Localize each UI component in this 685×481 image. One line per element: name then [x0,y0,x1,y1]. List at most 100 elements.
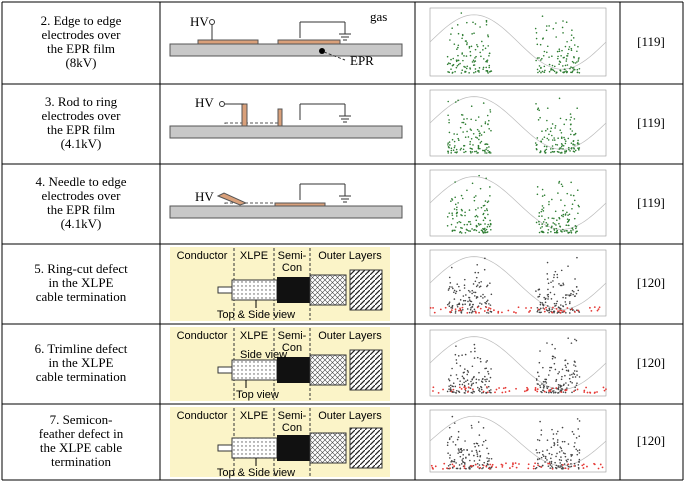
plot-dot [432,467,434,469]
plot-dot [461,232,463,234]
plot-dot [563,214,565,216]
label: Top & Side view [217,467,295,479]
plot-dot [455,293,457,295]
plot-dot [449,144,451,146]
plot-dot [461,69,463,71]
plot-dot [574,295,576,297]
plot-dot [447,444,449,446]
plot-dot [551,298,553,300]
plot-dot [471,105,473,107]
plot-dot [557,441,559,443]
plot-dot [475,68,477,70]
plot-dot [556,433,558,435]
plot-dot [463,149,465,151]
plot-dot [545,298,547,300]
plot-dot [473,133,475,135]
plot-dot [462,60,464,62]
plot-dot [555,392,557,394]
plot-dot [546,459,548,461]
plot-dot [562,427,564,429]
plot-dot [552,286,554,288]
plot-dot [477,70,479,72]
plot-dot [544,308,546,310]
plot-dot [583,390,585,392]
plot-dot [565,213,567,215]
plot-dot [562,464,564,466]
plot-dot [568,384,570,386]
plot-dot [565,143,567,145]
plot-dot [484,376,486,378]
plot-dot [479,148,481,150]
plot-dot [466,118,468,120]
plot-dot [452,461,454,463]
plot-dot [489,282,491,284]
plot-dot [573,364,575,366]
plot-dot [554,303,556,305]
plot-dot [555,224,557,226]
plot-dot [440,308,442,310]
plot-dot [462,131,464,133]
plot-dot [569,303,571,305]
plot-dot [540,311,542,313]
plot-dot [548,56,550,58]
plot-dot [481,41,483,43]
plot-dot [557,444,559,446]
semicon [277,435,310,461]
plot-dot [574,151,576,153]
plot-dot [447,101,449,103]
plot-dot [490,392,492,394]
plot-dot [483,232,485,234]
plot-dot [488,128,490,130]
plot-dot [571,49,573,51]
plot-dot [564,230,566,232]
plot-dot [587,392,589,394]
plot-dot [554,223,556,225]
plot-dot [490,377,492,379]
plot-dot [472,392,474,394]
plot-dot [570,463,572,465]
plot-dot [575,448,577,450]
plot-dot [559,50,561,52]
plot-dot [569,68,571,70]
plot-dot [540,387,542,389]
plot-dot [553,137,555,139]
plot-dot [560,448,562,450]
plot-dot [563,383,565,385]
plot-dot [467,301,469,303]
plot-dot [590,310,592,312]
plot-dot [561,152,563,154]
plot-dot [583,463,585,465]
plot-dot [543,455,545,457]
plot-dot [478,130,480,132]
plot-dot [574,442,576,444]
plot-dot [543,232,545,234]
plot-dot [576,454,578,456]
plot-dot [451,27,453,29]
plot-dot [480,296,482,298]
plot-dot [578,148,580,150]
plot-dot [544,146,546,148]
plot-dot [489,390,491,392]
plot-dot [554,127,556,129]
plot-dot [543,71,545,73]
plot-dot [573,372,575,374]
plot-dot [559,312,561,314]
plot-dot [450,282,452,284]
plot-dot [483,462,485,464]
plot-dot [451,150,453,152]
plot-dot [452,385,454,387]
plot-dot [474,351,476,353]
plot-dot [558,182,560,184]
plot-dot [572,290,574,292]
plot-dot [462,461,464,463]
plot-dot [488,373,490,375]
conductor [218,367,232,373]
plot-dot [554,310,556,312]
plot-dot [525,307,527,309]
plot-dot [467,308,469,310]
plot-dot [570,194,572,196]
plot-dot [486,457,488,459]
plot-dot [561,378,563,380]
plot-dot [457,439,459,441]
description: in the XLPE [49,355,114,370]
